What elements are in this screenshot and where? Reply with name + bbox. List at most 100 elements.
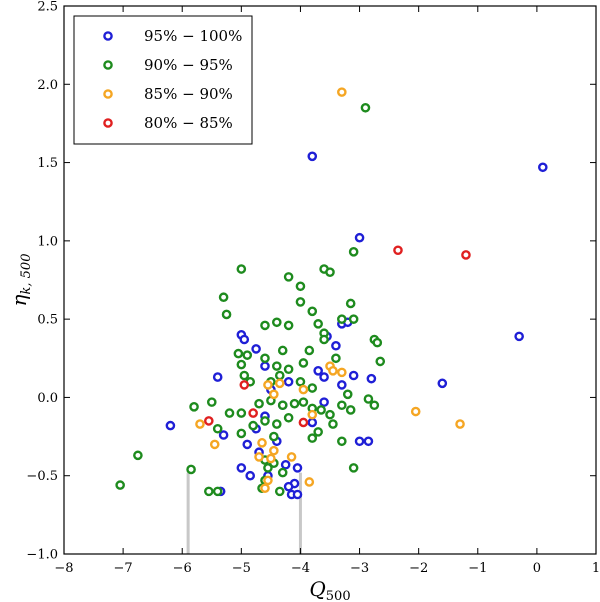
data-point <box>337 314 347 324</box>
data-point <box>283 376 294 387</box>
data-point <box>218 430 229 440</box>
data-point <box>337 380 347 390</box>
x-tick-label: −5 <box>232 561 251 576</box>
data-point <box>218 292 229 303</box>
data-point <box>239 380 250 390</box>
x-tick-label: 1 <box>592 561 600 576</box>
data-point <box>212 372 223 382</box>
data-point <box>538 162 548 173</box>
data-point <box>186 464 196 475</box>
x-axis-title: Q500 <box>309 577 350 602</box>
data-point <box>133 450 143 461</box>
data-point <box>254 452 264 462</box>
data-points <box>115 87 548 500</box>
data-point <box>283 412 294 423</box>
data-point <box>295 281 306 292</box>
data-point <box>236 463 247 473</box>
data-point <box>307 151 318 162</box>
data-point <box>283 481 294 492</box>
data-point <box>263 380 273 390</box>
data-point <box>283 272 294 282</box>
data-point <box>248 408 258 418</box>
x-tick-label: −1 <box>468 561 487 576</box>
data-point <box>307 433 318 443</box>
data-point <box>366 373 377 384</box>
x-axis-title-main: Q <box>309 577 325 601</box>
data-point <box>298 384 309 395</box>
data-point <box>316 405 326 415</box>
series-3 <box>204 245 471 428</box>
data-point <box>328 419 338 429</box>
data-point <box>348 314 359 324</box>
data-point <box>260 416 270 426</box>
series-2 <box>195 87 465 494</box>
data-point <box>283 320 294 331</box>
y-tick-label: 2.0 <box>37 78 58 93</box>
legend-label: 90% − 95% <box>144 56 233 74</box>
data-point <box>313 319 323 329</box>
y-tick-label: 0.5 <box>37 313 58 328</box>
data-point <box>260 483 270 494</box>
data-point <box>224 408 235 418</box>
data-point <box>271 317 282 328</box>
y-tick-label: −1.0 <box>26 548 58 563</box>
data-point <box>348 463 359 473</box>
data-point <box>212 423 223 434</box>
data-point <box>260 353 270 364</box>
x-tick-label: −4 <box>291 561 310 576</box>
data-point <box>236 359 247 370</box>
data-point <box>455 419 465 429</box>
data-point <box>369 400 380 411</box>
data-point <box>345 298 356 309</box>
y-tick-label: 0.0 <box>37 391 58 406</box>
data-point <box>354 232 365 243</box>
data-point <box>325 409 335 420</box>
data-point <box>319 397 329 407</box>
data-point <box>266 453 276 464</box>
data-point <box>325 267 335 277</box>
data-point <box>292 489 303 500</box>
data-point <box>242 350 253 360</box>
data-point <box>363 394 374 404</box>
legend-label: 95% − 100% <box>144 27 242 45</box>
data-point <box>345 405 356 415</box>
data-point <box>304 345 315 356</box>
y-tick-label: 2.5 <box>37 0 58 15</box>
data-point <box>271 361 282 371</box>
data-point <box>277 400 288 411</box>
x-tick-label: −2 <box>409 561 428 576</box>
data-point <box>212 486 223 497</box>
data-point <box>307 306 318 317</box>
data-point <box>204 416 214 426</box>
data-point <box>337 87 347 97</box>
x-axis-title-sub: 500 <box>326 589 351 602</box>
data-point <box>331 340 341 351</box>
data-point <box>360 102 371 113</box>
data-point <box>236 428 247 439</box>
data-point <box>221 309 232 320</box>
data-point <box>206 397 217 407</box>
data-point <box>319 334 329 345</box>
data-point <box>280 459 291 470</box>
data-point <box>189 402 199 412</box>
data-point <box>260 320 270 331</box>
x-tick-label: −7 <box>114 561 133 576</box>
series-0 <box>165 151 548 500</box>
data-point <box>514 331 524 342</box>
data-point <box>263 463 273 473</box>
data-point <box>248 420 258 431</box>
data-point <box>337 436 347 447</box>
data-point <box>461 250 471 260</box>
data-point <box>313 427 323 437</box>
data-point <box>393 245 403 256</box>
legend-label: 80% − 85% <box>144 114 233 132</box>
data-point <box>274 378 285 389</box>
data-point <box>295 376 306 387</box>
y-axis-title: ηk, 500 <box>7 254 34 307</box>
data-point <box>292 463 303 473</box>
legend-marker <box>103 89 113 99</box>
legend-marker <box>103 60 113 70</box>
data-point <box>298 417 309 428</box>
data-point <box>286 452 297 462</box>
